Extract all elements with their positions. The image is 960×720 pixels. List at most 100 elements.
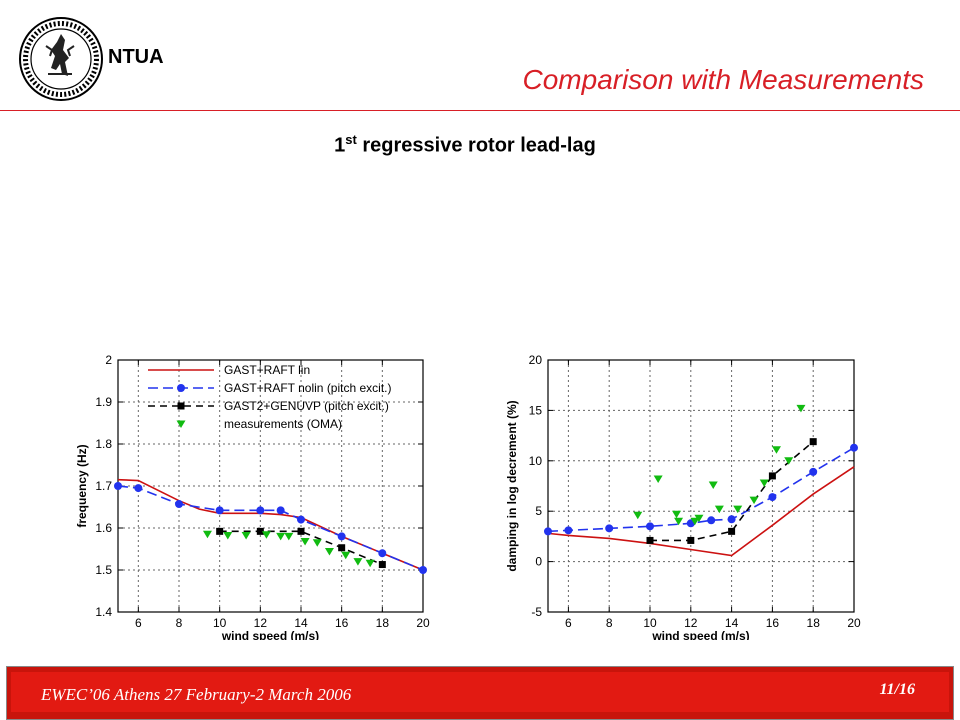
- damp-point-genuvp: [768, 472, 776, 480]
- damp-ytick-label: 5: [535, 504, 542, 518]
- freq-point-nolin: [114, 482, 122, 490]
- damp-line-lin: [547, 466, 855, 557]
- damp-xtick-label: 12: [684, 616, 698, 630]
- damp-ylabel: damping in log decrement (%): [505, 400, 519, 571]
- damp-ytick-label: 0: [535, 555, 542, 569]
- damp-point-meas: [653, 475, 663, 483]
- damp-point-meas: [714, 505, 724, 514]
- freq-point-meas: [341, 551, 351, 560]
- footer-conference: EWEC’06 Athens 27 February-2 March 2006: [41, 685, 352, 704]
- freq-point-nolin: [276, 506, 285, 515]
- freq-xtick-label: 20: [416, 616, 430, 630]
- damp-xtick-label: 20: [847, 616, 861, 630]
- freq-xtick-label: 16: [335, 616, 349, 630]
- damp-point-nolin: [768, 493, 777, 502]
- damp-point-nolin: [564, 526, 573, 535]
- damp-point-meas: [674, 517, 684, 526]
- damp-point-meas: [633, 511, 643, 520]
- freq-point-genuvp: [378, 561, 386, 569]
- freq-point-meas: [284, 532, 294, 541]
- damp-xtick-label: 6: [565, 616, 572, 630]
- freq-ytick-label: 1.8: [95, 437, 112, 451]
- freq-ytick-label: 1.9: [95, 395, 112, 409]
- freq-point-meas: [223, 532, 233, 540]
- freq-point-nolin: [134, 484, 143, 493]
- freq-xtick-label: 6: [135, 616, 142, 630]
- damp-point-meas: [690, 517, 700, 526]
- damp-line-nolin: [547, 447, 855, 533]
- freq-xtick-label: 12: [254, 616, 268, 630]
- damp-point-nolin: [707, 516, 716, 525]
- freq-series-lin: [117, 478, 424, 571]
- freq-point-nolin: [419, 566, 427, 574]
- freq-legend-label: GAST2+GENUVP (pitch excit.): [224, 399, 389, 413]
- damp-point-genuvp: [687, 536, 695, 544]
- freq-point-meas: [202, 530, 212, 539]
- freq-ytick-label: 2: [105, 353, 112, 367]
- freq-point-nolin: [215, 506, 224, 515]
- damp-xtick-label: 16: [766, 616, 780, 630]
- freq-line-genuvp: [219, 530, 383, 566]
- damp-plot-frame: [547, 359, 855, 613]
- footer-panel: [11, 672, 949, 712]
- footer-bar: EWEC’06 Athens 27 February-2 March 2006 …: [6, 666, 954, 720]
- damp-xtick-label: 10: [643, 616, 657, 630]
- freq-xtick-label: 8: [176, 616, 183, 630]
- damp-point-nolin: [605, 524, 614, 533]
- damp-ytick-label: 15: [529, 403, 543, 417]
- ntua-logo: [18, 16, 104, 102]
- damp-series-genuvp: [646, 438, 817, 544]
- damp-point-genuvp: [728, 527, 736, 535]
- frequency-chart: 6 8 10 12 14 16 18 20 1.4 1.5 1.6 1.7 1.8 1.9 2 wind sp…: [75, 353, 430, 640]
- freq-xtick-label: 18: [376, 616, 390, 630]
- subtitle-text: regressive rotor lead-lag: [356, 134, 596, 157]
- damp-point-nolin: [809, 467, 818, 476]
- slide-subtitle: 1st regressive rotor lead-lag: [0, 132, 930, 158]
- damp-point-nolin: [727, 515, 736, 524]
- damp-point-meas: [708, 481, 718, 489]
- damp-xtick-label: 14: [725, 616, 739, 630]
- freq-legend-marker-genuvp: [177, 402, 185, 410]
- freq-ytick-label: 1.6: [95, 521, 112, 535]
- freq-legend-label: measurements (OMA): [224, 417, 342, 431]
- freq-point-nolin: [337, 532, 346, 541]
- freq-xtick-label: 14: [294, 616, 308, 630]
- damp-xlabel: wind speed (m/s): [651, 629, 749, 640]
- freq-point-meas: [353, 558, 363, 566]
- slide-title: Comparison with Measurements: [522, 64, 925, 95]
- damp-ytick-label: -5: [531, 605, 542, 619]
- damp-ytick-label: 20: [529, 353, 543, 367]
- damp-point-meas: [759, 479, 769, 487]
- freq-ytick-label: 1.7: [95, 479, 112, 493]
- page-number: 11/16: [879, 681, 915, 698]
- freq-ytick-label: 1.5: [95, 563, 112, 577]
- freq-series-nolin: [114, 482, 427, 574]
- freq-point-nolin: [378, 549, 387, 558]
- damp-point-meas: [784, 457, 794, 465]
- freq-legend-label: GAST+RAFT lin: [224, 363, 310, 377]
- freq-point-meas: [324, 548, 334, 556]
- damp-point-meas: [796, 404, 806, 413]
- freq-point-meas: [261, 531, 271, 539]
- freq-point-meas: [312, 539, 322, 547]
- freq-point-nolin: [256, 506, 265, 515]
- freq-point-meas: [241, 532, 251, 540]
- freq-line-nolin: [117, 485, 424, 571]
- damp-xtick-label: 8: [606, 616, 613, 630]
- damp-point-genuvp: [809, 438, 817, 446]
- freq-series-genuvp: [216, 527, 386, 569]
- damp-point-nolin: [850, 443, 858, 452]
- freq-point-nolin: [175, 500, 183, 509]
- freq-ytick-label: 1.4: [95, 605, 112, 619]
- damp-point-meas: [694, 514, 704, 523]
- freq-legend-label: GAST+RAFT nolin (pitch excit.): [224, 381, 392, 395]
- damp-series-nolin: [544, 443, 858, 536]
- freq-xlabel: wind speed (m/s): [221, 629, 319, 640]
- freq-legend-marker-meas: [176, 420, 186, 428]
- freq-point-genuvp: [216, 527, 224, 535]
- freq-line-lin: [117, 478, 424, 571]
- freq-ylabel: frequency (Hz): [75, 444, 89, 527]
- freq-point-meas: [365, 559, 375, 568]
- organization-name: NTUA: [108, 46, 164, 68]
- damp-series-meas: [633, 404, 806, 526]
